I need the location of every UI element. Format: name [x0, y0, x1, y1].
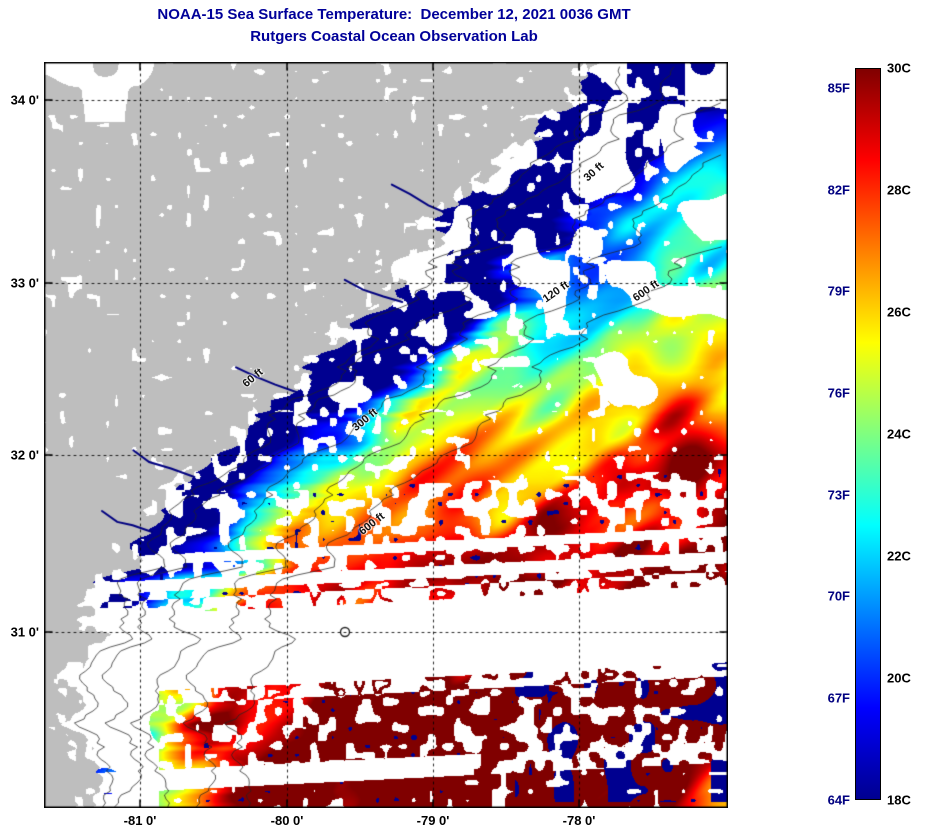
colorbar-gradient	[856, 69, 880, 799]
x-axis-tick-label: -80 0'	[270, 813, 304, 828]
x-axis-tick-label: -81 0'	[123, 813, 157, 828]
colorbar-celsius-label: 30C	[887, 60, 911, 76]
colorbar-fahrenheit-label: 82F	[827, 182, 850, 198]
colorbar-fahrenheit-label: 64F	[827, 792, 850, 808]
y-axis-tick-label: 34 0'	[10, 92, 39, 108]
colorbar-fahrenheit-label: 79F	[827, 283, 850, 299]
colorbar-celsius-label: 22C	[887, 548, 911, 564]
page-title: NOAA-15 Sea Surface Temperature: Decembe…	[157, 6, 631, 23]
colorbar-fahrenheit-label: 70F	[827, 588, 850, 604]
y-axis-tick-label: 33 0'	[10, 275, 39, 291]
colorbar-celsius-label: 18C	[887, 792, 911, 808]
colorbar-celsius-label: 28C	[887, 182, 911, 198]
y-axis-tick-label: 32 0'	[10, 447, 39, 463]
colorbar-fahrenheit-label: 76F	[827, 385, 850, 401]
colorbar-celsius-label: 24C	[887, 426, 911, 442]
x-axis-tick-label: -78 0'	[562, 813, 596, 828]
colorbar-fahrenheit-label: 85F	[827, 80, 850, 96]
x-axis-tick-label: -79 0'	[416, 813, 450, 828]
colorbar	[855, 68, 881, 800]
colorbar-fahrenheit-label: 73F	[827, 487, 850, 503]
y-axis-tick-label: 31 0'	[10, 624, 39, 640]
colorbar-fahrenheit-label: 67F	[827, 690, 850, 706]
colorbar-celsius-label: 20C	[887, 670, 911, 686]
colorbar-celsius-label: 26C	[887, 304, 911, 320]
page-subtitle: Rutgers Coastal Ocean Observation Lab	[250, 28, 538, 45]
sst-map: 30 ft 120 ft 600 ft 60 ft 300 ft 600 ft	[44, 62, 728, 808]
sst-map-canvas	[44, 62, 728, 808]
